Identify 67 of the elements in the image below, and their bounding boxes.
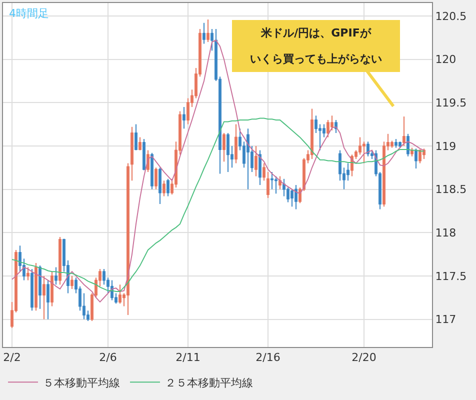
- candlestick: [266, 171, 270, 198]
- candlestick: [234, 124, 238, 164]
- candlestick: [142, 138, 146, 171]
- y-tick-label: 118: [435, 226, 456, 240]
- annotation: 米ドル/円は、GPIFが: [260, 26, 372, 40]
- candlestick: [30, 268, 34, 312]
- y-tick-label: 120.5: [435, 10, 467, 23]
- candlestick: [262, 162, 266, 182]
- candlestick: [130, 126, 134, 182]
- candlestick: [46, 280, 50, 320]
- candlestick: [162, 180, 166, 197]
- line-series: [12, 118, 424, 292]
- candlestick: [270, 171, 274, 190]
- candlestick: [182, 106, 186, 130]
- candlestick: [278, 176, 282, 190]
- candlestick: [290, 188, 294, 208]
- candlestick: [310, 108, 314, 160]
- y-tick-label: 119: [435, 140, 456, 153]
- candlestick: [418, 148, 422, 164]
- candlestick: [50, 271, 54, 307]
- candlestick: [246, 128, 250, 190]
- candlestick: [410, 147, 414, 157]
- x-tick-label: 2/6: [99, 351, 117, 364]
- x-tick-label: 2/16: [256, 351, 280, 364]
- candlestick: [258, 150, 262, 186]
- candlestick: [58, 236, 62, 286]
- candlestick: [294, 184, 298, 210]
- y-tick-label: 120: [435, 53, 456, 66]
- candlestick: [274, 176, 278, 194]
- candlestick: [362, 141, 366, 164]
- x-tick-label: 2/11: [176, 351, 200, 364]
- candlestick: [70, 275, 74, 290]
- candlestick: [118, 284, 122, 304]
- candlestick: [226, 132, 230, 172]
- candlestick: [154, 167, 158, 190]
- x-tick-label: 2/2: [3, 351, 21, 364]
- candlestick: [38, 265, 42, 310]
- candlestick: [394, 138, 398, 148]
- candlestick: [158, 167, 162, 205]
- candlestick: [222, 132, 226, 162]
- legend-label: ２５本移動平均線: [165, 376, 253, 390]
- candlestick: [54, 266, 58, 286]
- y-tick-label: 119.5: [435, 96, 467, 110]
- y-tick-label: 118.5: [435, 183, 467, 196]
- candlestick: [134, 124, 138, 151]
- candlestick: [138, 136, 142, 151]
- legend-label: ５本移動平均線: [43, 376, 120, 390]
- candlestick: [126, 162, 130, 316]
- candlestick: [34, 262, 38, 312]
- candlestick: [42, 275, 46, 320]
- candlestick: [366, 141, 370, 157]
- line-series: [12, 40, 424, 302]
- y-tick-label: 117: [435, 313, 456, 326]
- candlestick: [254, 145, 258, 177]
- candlestick: [398, 141, 402, 148]
- candlestick: [26, 266, 30, 281]
- candlestick: [150, 152, 154, 190]
- candlestick: [206, 18, 210, 42]
- candlestick: [202, 22, 206, 44]
- candlestick: [414, 148, 418, 169]
- chart-title: 4時間足: [9, 7, 49, 20]
- candlestick: [326, 119, 330, 138]
- y-tick-label: 117.5: [435, 270, 467, 283]
- candlestick: [166, 178, 170, 197]
- candlestick: [402, 116, 406, 146]
- candlestick: [422, 148, 426, 160]
- x-tick-label: 2/20: [352, 351, 376, 364]
